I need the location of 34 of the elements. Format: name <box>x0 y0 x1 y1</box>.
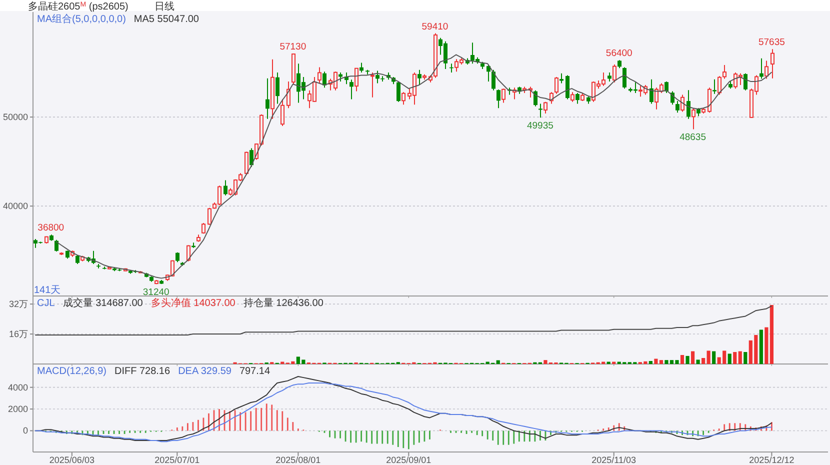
annotation: 57635 <box>758 37 785 48</box>
annotation: 36800 <box>38 222 64 234</box>
y-tick-label: 40000 <box>2 201 28 212</box>
y-tick-label: 50000 <box>2 112 28 122</box>
annotation: 56400 <box>606 48 632 60</box>
annotation: DEA 329.59 <box>178 366 232 377</box>
chart-title: 多晶硅2605$^{M}$ (ps2605) <box>28 0 128 12</box>
annotation: 48635 <box>680 132 706 144</box>
annotation: 31240 <box>142 287 170 298</box>
y-tick-label: 2000 <box>8 404 28 414</box>
annotation: DIFF 728.16 <box>114 366 170 377</box>
annotation: 59410 <box>422 21 448 32</box>
annotation: MACD(12,26,9) <box>37 366 106 377</box>
annotation: 成交量 314687.00 <box>62 297 144 309</box>
annotation: MA5 55047.00 <box>134 14 200 25</box>
x-tick-label: 2025/11/03 <box>592 455 636 465</box>
x-tick-label: 2025/09/01 <box>386 455 432 465</box>
y-tick-label: 32万 <box>8 299 28 310</box>
annotation: MA组合(5,0,0,0,0,0) <box>37 13 126 25</box>
annotation: CJL <box>37 298 56 309</box>
x-tick-label: 2025/08/01 <box>276 455 321 465</box>
annotation: 持仓量 126436.00 <box>243 297 324 309</box>
annotation: 多头净值 14037.00 <box>150 297 236 309</box>
y-tick-label: 4000 <box>8 382 28 392</box>
x-tick-label: 2025/06/03 <box>49 455 94 465</box>
annotation: 141天 <box>34 285 61 296</box>
y-tick-label: 16万 <box>8 329 28 340</box>
chart-subtitle: 日线 <box>154 0 174 12</box>
annotation: 57130 <box>280 42 306 53</box>
x-tick-label: 2025/07/01 <box>154 455 200 465</box>
annotation: 797.14 <box>239 366 270 377</box>
y-tick-label: 0 <box>22 426 28 436</box>
x-tick-label: 2025/12/12 <box>749 455 794 465</box>
annotation: 49935 <box>526 120 554 132</box>
